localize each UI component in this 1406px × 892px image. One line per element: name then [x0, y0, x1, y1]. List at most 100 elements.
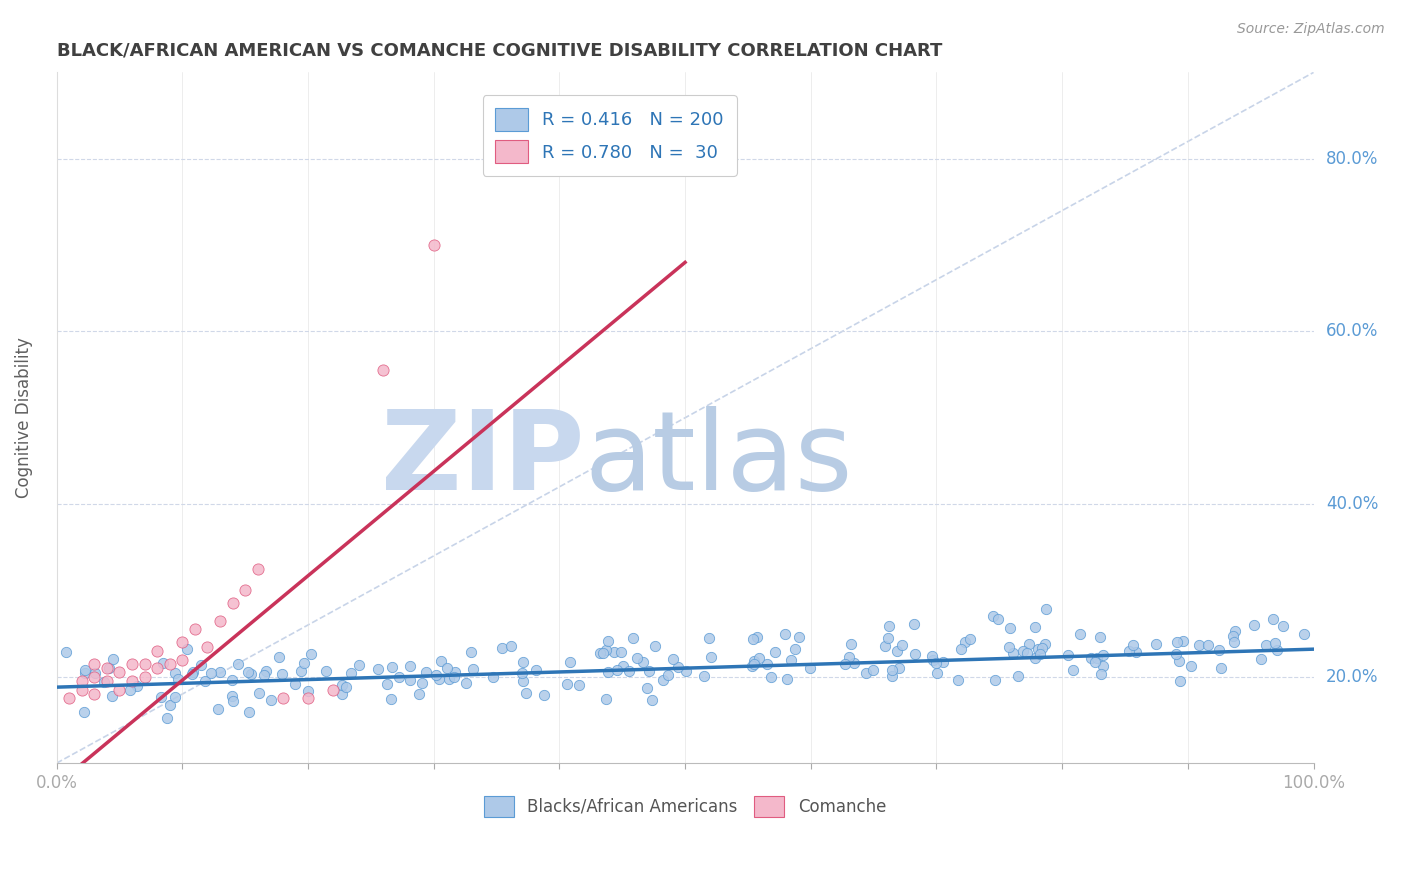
Point	[1122, 638, 1144, 652]
Point	[101, 652, 124, 666]
Point	[181, 665, 204, 679]
Point	[176, 642, 198, 657]
Point	[949, 642, 972, 657]
Point	[152, 656, 174, 670]
Point	[367, 662, 389, 676]
Point	[626, 651, 648, 665]
Point	[444, 665, 467, 679]
Point	[1118, 644, 1140, 658]
Point	[315, 665, 337, 679]
Point	[637, 664, 659, 678]
Point	[619, 664, 641, 678]
Point	[239, 667, 262, 681]
Point	[756, 657, 779, 671]
Point	[208, 665, 231, 679]
Point	[776, 672, 799, 686]
Point	[184, 622, 207, 636]
Point	[97, 660, 120, 674]
Point	[190, 658, 212, 673]
Point	[568, 678, 591, 692]
Point	[121, 657, 143, 671]
Point	[789, 630, 811, 644]
Point	[75, 665, 97, 680]
Point	[742, 655, 765, 669]
Point	[172, 635, 194, 649]
Point	[1166, 634, 1188, 648]
Text: BLACK/AFRICAN AMERICAN VS COMANCHE COGNITIVE DISABILITY CORRELATION CHART: BLACK/AFRICAN AMERICAN VS COMANCHE COGNI…	[56, 42, 942, 60]
Point	[1002, 647, 1025, 661]
Point	[481, 670, 503, 684]
Point	[932, 656, 955, 670]
Point	[349, 657, 371, 672]
Point	[1225, 624, 1247, 638]
Point	[675, 664, 697, 678]
Point	[399, 673, 422, 688]
Point	[339, 666, 361, 681]
Point	[134, 670, 156, 684]
Point	[252, 668, 274, 682]
Point	[666, 660, 689, 674]
Point	[862, 663, 884, 677]
Point	[779, 653, 801, 667]
Point	[221, 690, 243, 704]
Point	[882, 669, 904, 683]
Point	[322, 682, 344, 697]
Point	[1069, 627, 1091, 641]
Point	[415, 665, 437, 680]
Point	[610, 645, 633, 659]
Point	[1018, 637, 1040, 651]
Point	[925, 666, 948, 681]
Point	[700, 649, 723, 664]
Point	[146, 644, 169, 658]
Point	[200, 665, 222, 680]
Point	[1168, 654, 1191, 668]
Point	[839, 637, 862, 651]
Point	[1271, 618, 1294, 632]
Point	[834, 657, 856, 671]
Point	[1261, 611, 1284, 625]
Point	[207, 701, 229, 715]
Point	[595, 643, 617, 657]
Point	[118, 683, 141, 698]
Text: atlas: atlas	[585, 406, 853, 513]
Point	[1254, 638, 1277, 652]
Point	[887, 661, 910, 675]
Point	[375, 677, 398, 691]
Point	[436, 661, 458, 675]
Point	[612, 659, 634, 673]
Point	[463, 661, 485, 675]
Point	[172, 652, 194, 666]
Text: ZIP: ZIP	[381, 406, 585, 513]
Point	[388, 670, 411, 684]
Point	[96, 661, 118, 675]
Text: Source: ZipAtlas.com: Source: ZipAtlas.com	[1237, 22, 1385, 37]
Point	[247, 686, 270, 700]
Point	[598, 633, 620, 648]
Point	[70, 682, 93, 697]
Point	[425, 667, 447, 681]
Point	[491, 641, 513, 656]
Point	[761, 670, 783, 684]
Point	[785, 642, 807, 657]
Point	[422, 238, 444, 252]
Point	[233, 583, 256, 598]
Point	[1011, 644, 1033, 658]
Point	[1035, 601, 1057, 615]
Point	[411, 675, 433, 690]
Point	[1223, 635, 1246, 649]
Point	[1092, 648, 1115, 662]
Point	[742, 657, 765, 672]
Point	[221, 596, 243, 610]
Point	[159, 657, 181, 671]
Point	[501, 639, 523, 653]
Point	[644, 639, 666, 653]
Point	[844, 656, 866, 670]
Point	[1085, 650, 1108, 665]
Point	[877, 618, 900, 632]
Point	[1024, 620, 1046, 634]
Point	[1080, 651, 1102, 665]
Point	[651, 673, 673, 688]
Point	[267, 649, 290, 664]
Text: 60.0%: 60.0%	[1326, 322, 1378, 341]
Point	[633, 655, 655, 669]
